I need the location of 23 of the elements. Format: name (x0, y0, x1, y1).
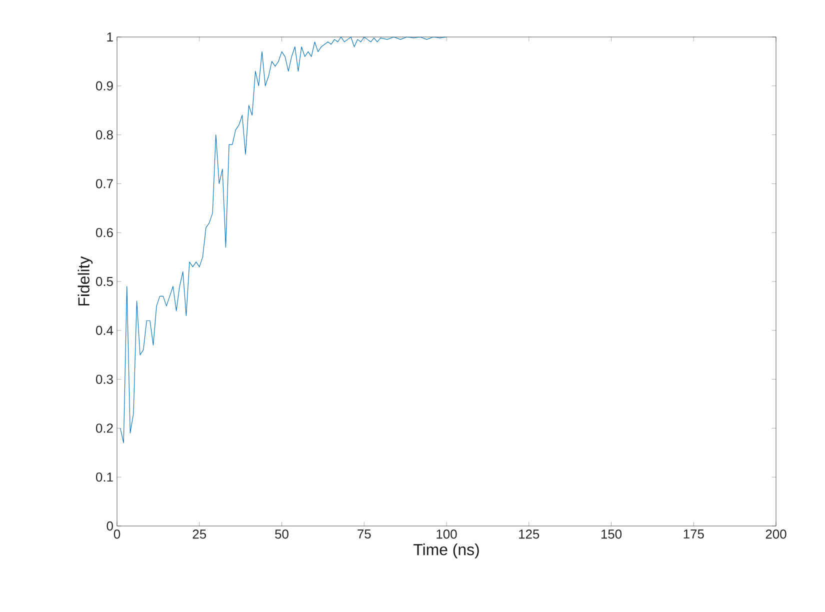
y-axis-title: Fidelity (78, 256, 93, 306)
y-tick-label: 1 (107, 32, 113, 42)
y-tick-label: 0.7 (96, 179, 113, 188)
x-tick-label: 200 (766, 530, 786, 539)
y-tick-label: 0.1 (96, 472, 113, 482)
x-tick-label: 175 (684, 530, 704, 539)
line-series (120, 36, 447, 444)
y-tick-label: 0.5 (96, 276, 113, 286)
y-tick-label: 0.6 (96, 228, 113, 238)
x-tick-label: 100 (436, 530, 457, 539)
x-tick-label: 150 (601, 530, 622, 539)
y-tick-label: 0.4 (96, 326, 114, 335)
x-tick-label: 50 (275, 530, 288, 539)
y-tick-label: 0.3 (96, 374, 113, 384)
x-tick-label: 125 (519, 530, 540, 539)
x-axis-title: Time (ns) (414, 544, 479, 558)
y-tick-label: 0.2 (96, 424, 113, 433)
x-tick-label: 25 (192, 530, 206, 539)
x-tick-label: 75 (358, 530, 371, 539)
y-tick-label: 0.9 (96, 81, 113, 90)
y-tick-label: 0.8 (96, 130, 113, 140)
y-tick-label: 0 (106, 521, 113, 531)
x-tick-label: 0 (114, 530, 120, 539)
